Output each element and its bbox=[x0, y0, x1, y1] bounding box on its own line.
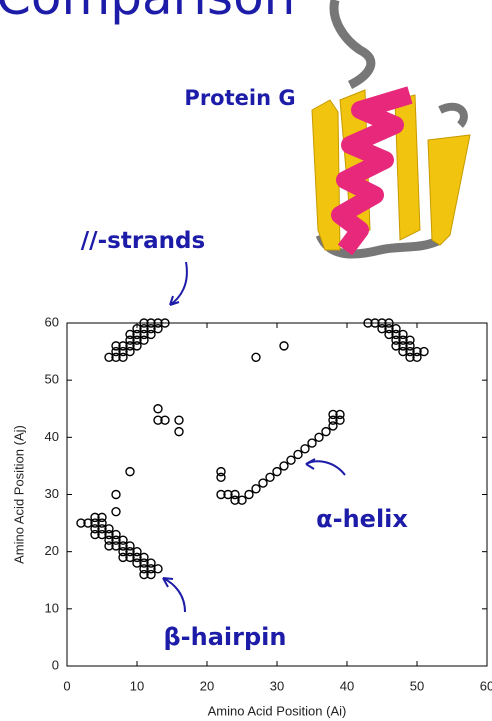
point bbox=[259, 479, 267, 487]
point bbox=[245, 491, 253, 499]
point bbox=[315, 433, 323, 441]
point bbox=[252, 485, 260, 493]
point bbox=[252, 353, 260, 361]
x-axis-label: Amino Acid Position (Ai) bbox=[208, 703, 347, 718]
x-tick-label: 40 bbox=[340, 678, 354, 693]
point bbox=[266, 473, 274, 481]
point bbox=[273, 468, 281, 476]
point bbox=[301, 445, 309, 453]
point bbox=[112, 508, 120, 516]
x-tick-label: 0 bbox=[63, 678, 70, 693]
point bbox=[322, 428, 330, 436]
y-tick-label: 0 bbox=[52, 657, 59, 672]
chart-title: Comparison bbox=[0, 0, 295, 26]
x-tick-label: 60 bbox=[480, 678, 492, 693]
point bbox=[280, 342, 288, 350]
annotation: //-strands bbox=[81, 228, 205, 254]
y-tick-label: 50 bbox=[45, 372, 59, 387]
annotation-arrows bbox=[163, 262, 345, 612]
x-tick-label: 10 bbox=[130, 678, 144, 693]
point bbox=[154, 405, 162, 413]
point bbox=[308, 439, 316, 447]
y-tick-label: 30 bbox=[45, 486, 59, 501]
chart: Comparison 0 10 20 30 40 50 60 0 10 20 30 40 50 60 Ami… bbox=[0, 0, 492, 721]
x-tick-label: 50 bbox=[410, 678, 424, 693]
point bbox=[217, 473, 225, 481]
point bbox=[175, 428, 183, 436]
x-tick-label: 30 bbox=[270, 678, 284, 693]
annotation: Protein G bbox=[184, 86, 295, 110]
point bbox=[287, 456, 295, 464]
y-tick-label: 40 bbox=[45, 429, 59, 444]
annotation: β-hairpin bbox=[164, 623, 287, 651]
y-tick-label: 20 bbox=[45, 543, 59, 558]
protein-illustration bbox=[312, 0, 470, 254]
point bbox=[126, 468, 134, 476]
point bbox=[294, 450, 302, 458]
plot-frame bbox=[67, 323, 487, 666]
y-tick-label: 10 bbox=[45, 600, 59, 615]
annotation: α-helix bbox=[316, 505, 408, 533]
x-tick-label: 20 bbox=[200, 678, 214, 693]
y-tick-label: 60 bbox=[45, 314, 59, 329]
point bbox=[112, 491, 120, 499]
y-axis-label: Amino Acid Position (Aj) bbox=[11, 425, 26, 564]
point bbox=[175, 416, 183, 424]
point bbox=[280, 462, 288, 470]
